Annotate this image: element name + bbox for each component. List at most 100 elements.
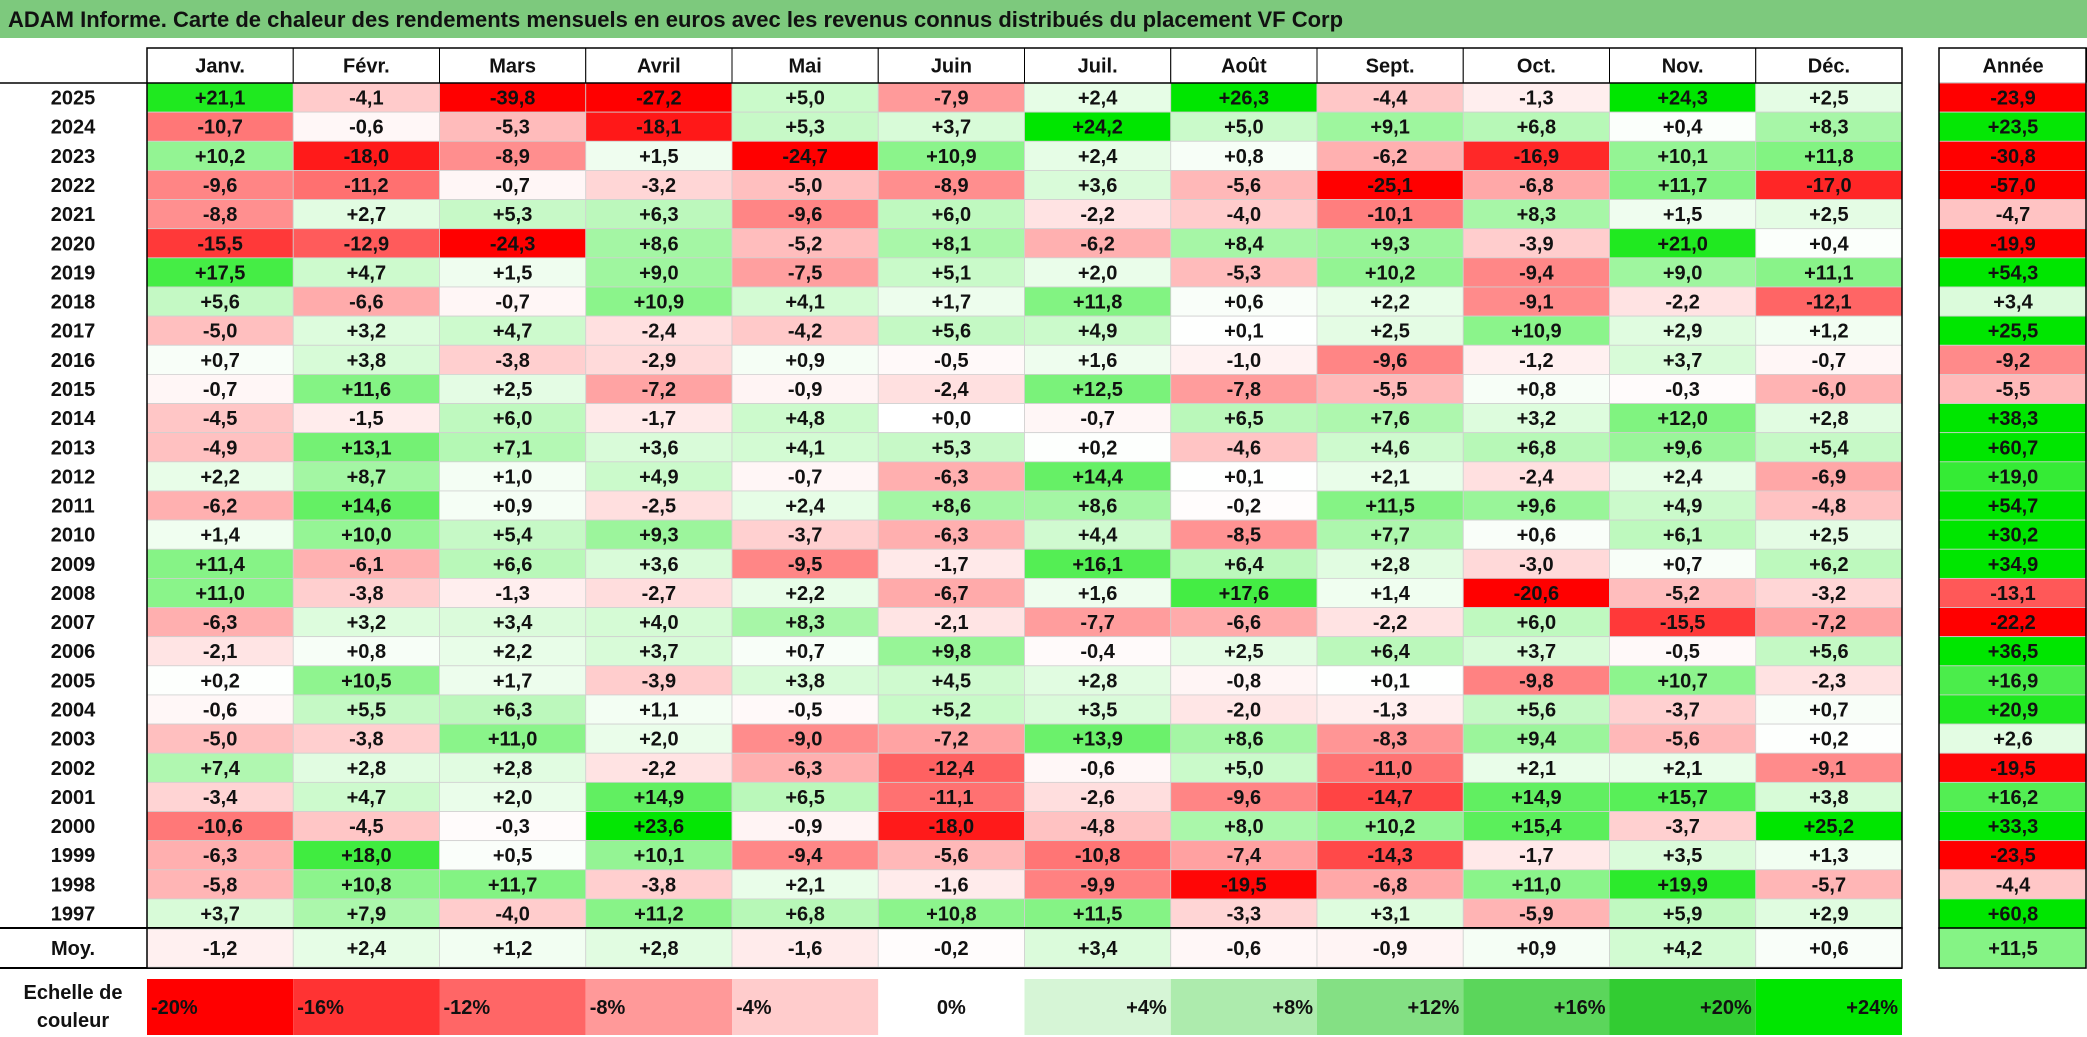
heatmap-cell [1609, 577, 1757, 608]
heatmap-cell [1024, 636, 1172, 667]
average-cell-value: -0,6 [1227, 938, 1261, 960]
heatmap-cell-value: +5,0 [1224, 117, 1263, 139]
heatmap-cell [1462, 869, 1610, 900]
annual-cell [1938, 490, 2087, 521]
heatmap-cell [1170, 286, 1318, 317]
heatmap-cell-value: +8,3 [785, 612, 824, 634]
heatmap-cell [292, 781, 440, 812]
heatmap-cell-value: +6,5 [785, 787, 824, 809]
heatmap-cell [1024, 344, 1172, 375]
heatmap-cell-value: +8,7 [347, 466, 386, 488]
heatmap-cell-value: -4,8 [1080, 816, 1114, 838]
heatmap-cell-value: -12,9 [344, 233, 390, 255]
heatmap-cell-value: -24,7 [782, 146, 828, 168]
scale-swatch-label: +20% [1700, 997, 1752, 1019]
heatmap-cell-value: +14,9 [1511, 787, 1562, 809]
heatmap-cell [1755, 344, 1903, 375]
heatmap-cell [1316, 607, 1464, 638]
heatmap-cell [585, 199, 733, 230]
heatmap-cell-value: +1,4 [1370, 583, 1410, 605]
heatmap-cell-value: -12,4 [929, 758, 975, 780]
heatmap-cell-value: -0,3 [495, 816, 529, 838]
heatmap-cell [877, 869, 1025, 900]
heatmap-cell [877, 577, 1025, 608]
month-header-cell [1755, 47, 1903, 84]
heatmap-cell-value: -9,5 [788, 554, 822, 576]
heatmap-cell-value: +3,8 [347, 350, 386, 372]
scale-swatch-label: +16% [1554, 997, 1606, 1019]
heatmap-cell-value: +7,1 [493, 437, 532, 459]
heatmap-cell [146, 111, 294, 142]
heatmap-cell [1170, 694, 1318, 725]
heatmap-cell [439, 577, 587, 608]
row-year-label: 1997 [51, 903, 96, 925]
heatmap-cell [731, 636, 879, 667]
average-cell-value: +0,6 [1809, 938, 1848, 960]
heatmap-cell-value: +5,4 [493, 525, 533, 547]
heatmap-cell-value: +6,3 [639, 204, 678, 226]
heatmap-cell [1609, 199, 1757, 230]
heatmap-cell-value: +2,9 [1663, 321, 1702, 343]
heatmap-cell [585, 898, 733, 929]
heatmap-cell-value: +26,3 [1219, 88, 1270, 110]
heatmap-cell-value: +6,5 [1224, 408, 1263, 430]
heatmap-cell [1755, 170, 1903, 200]
heatmap-cell-value: -8,9 [934, 175, 968, 197]
heatmap-cell-value: -4,1 [349, 88, 383, 110]
heatmap-cell-value: -5,0 [203, 729, 237, 751]
heatmap-cell-value: +3,7 [1663, 350, 1702, 372]
average-cell [292, 928, 440, 968]
heatmap-cell-value: +1,5 [1663, 204, 1702, 226]
heatmap-cell-value: +0,7 [1663, 554, 1702, 576]
heatmap-cell [439, 111, 587, 142]
heatmap-cell [585, 170, 733, 200]
heatmap-cell [1755, 373, 1903, 404]
month-header-label: Sept. [1366, 56, 1415, 78]
heatmap-cell [1609, 665, 1757, 696]
heatmap-cell-value: -3,7 [788, 525, 822, 547]
heatmap-cell-value: +13,1 [341, 437, 392, 459]
scale-swatch-label: -4% [736, 997, 772, 1019]
heatmap-cell-value: +11,1 [1804, 262, 1854, 284]
heatmap-cell [1170, 111, 1318, 142]
average-cell-value: -1,6 [788, 938, 822, 960]
row-year-label: 2019 [51, 262, 96, 284]
heatmap-cell-value: -18,0 [929, 816, 975, 838]
heatmap-cell-value: +11,0 [1512, 874, 1562, 896]
heatmap-cell-value: -9,4 [1519, 262, 1554, 284]
average-cell [1024, 928, 1172, 968]
heatmap-cell-value: +3,7 [932, 117, 971, 139]
heatmap-cell-value: +0,1 [1370, 670, 1409, 692]
heatmap-cell-value: -4,6 [1227, 437, 1261, 459]
heatmap-cell [1316, 170, 1464, 200]
heatmap-cell-value: -6,8 [1373, 874, 1407, 896]
heatmap-cell-value: +11,0 [195, 583, 245, 605]
average-row-label: Moy. [51, 938, 95, 960]
heatmap-cell-value: -2,2 [1373, 612, 1407, 634]
heatmap-cell-value: -6,2 [203, 496, 237, 518]
heatmap-cell-value: -5,0 [203, 321, 237, 343]
heatmap-cell [439, 140, 587, 171]
heatmap-cell-value: +4,7 [347, 262, 386, 284]
heatmap-cell-value: +8,6 [1078, 496, 1117, 518]
row-year-label: 2001 [51, 787, 96, 809]
heatmap-cell [1316, 286, 1464, 317]
heatmap-cell-value: +6,0 [932, 204, 971, 226]
heatmap-cell-value: +1,6 [1078, 583, 1117, 605]
annual-cell [1938, 694, 2087, 725]
heatmap-cell [146, 373, 294, 404]
heatmap-cell [731, 344, 879, 375]
row-year-label: 2012 [51, 466, 96, 488]
heatmap-cell-value: -3,7 [1665, 700, 1699, 722]
heatmap-cell-value: -0,9 [788, 379, 822, 401]
heatmap-cell-value: +3,2 [347, 612, 386, 634]
heatmap-cell-value: +3,7 [200, 903, 239, 925]
annual-cell-value: -23,5 [1990, 845, 2036, 867]
heatmap-cell-value: -0,9 [788, 816, 822, 838]
heatmap-cell-value: +2,7 [347, 204, 386, 226]
average-cell-value: +2,4 [347, 938, 387, 960]
heatmap-cell [585, 432, 733, 463]
heatmap-cell-value: -25,1 [1367, 175, 1413, 197]
heatmap-cell-value: -4,2 [788, 321, 822, 343]
heatmap-cell-value: +11,8 [1073, 292, 1123, 314]
